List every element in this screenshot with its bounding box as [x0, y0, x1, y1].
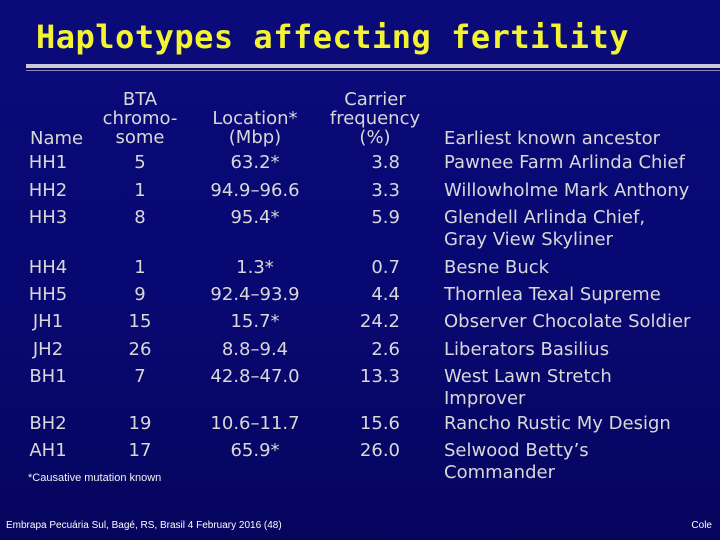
row-carrier: 26.0	[359, 440, 400, 461]
row-carrier: 3.8	[371, 152, 400, 173]
row-bta: 1	[134, 257, 146, 278]
row-bta: 1	[134, 180, 146, 201]
row-name: JH1	[32, 311, 64, 332]
row-location: 42.8–47.0	[210, 366, 300, 387]
row-location: 15.7*	[230, 311, 280, 332]
row-location: 92.4–93.9	[210, 284, 300, 305]
row-ancestor: Pawnee Farm Arlinda Chief	[444, 152, 685, 173]
row-name: HH4	[28, 257, 68, 278]
row-name: AH1	[29, 440, 67, 461]
row-ancestor: West Lawn Stretch Improver	[444, 366, 612, 409]
row-ancestor: Thornlea Texal Supreme	[444, 284, 661, 305]
row-bta: 9	[134, 284, 146, 305]
row-name: HH1	[28, 152, 68, 173]
row-bta: 26	[128, 339, 152, 360]
row-carrier: 24.2	[359, 311, 400, 332]
header-location: Location* (Mbp)	[212, 108, 298, 148]
row-bta: 8	[134, 207, 146, 228]
row-name: HH3	[28, 207, 68, 228]
footer-author: Cole	[691, 520, 712, 531]
title-divider-thin	[26, 70, 720, 71]
row-name: HH2	[28, 180, 68, 201]
row-location: 95.4*	[230, 207, 280, 228]
row-ancestor: Liberators Basilius	[444, 339, 610, 360]
row-name: JH2	[32, 339, 64, 360]
causative-mutation-footnote: *Causative mutation known	[28, 472, 162, 484]
row-name: BH1	[29, 366, 67, 387]
row-location: 94.9–96.6	[210, 180, 300, 201]
row-carrier: 2.6	[371, 339, 400, 360]
row-carrier: 13.3	[359, 366, 400, 387]
row-carrier: 0.7	[371, 257, 400, 278]
row-ancestor: Besne Buck	[444, 257, 550, 278]
row-bta: 19	[128, 413, 152, 434]
row-location: 8.8–9.4	[221, 339, 289, 360]
slide-title: Haplotypes affecting fertility	[36, 18, 629, 56]
row-location: 10.6–11.7	[210, 413, 300, 434]
row-ancestor: Selwood Betty’s Commander	[444, 440, 589, 483]
row-location: 65.9*	[230, 440, 280, 461]
row-bta: 17	[128, 440, 152, 461]
row-carrier: 15.6	[359, 413, 400, 434]
row-bta: 5	[134, 152, 146, 173]
row-location: 63.2*	[230, 152, 280, 173]
row-name: BH2	[29, 413, 67, 434]
title-divider	[26, 64, 720, 68]
row-ancestor: Observer Chocolate Soldier	[444, 311, 691, 332]
row-bta: 7	[134, 366, 146, 387]
row-name: HH5	[28, 284, 68, 305]
header-bta-chromosome: BTA chromo- some	[102, 89, 178, 148]
header-earliest-ancestor: Earliest known ancestor	[444, 128, 660, 149]
header-name: Name	[30, 128, 84, 149]
row-ancestor: Glendell Arlinda Chief, Gray View Skylin…	[444, 207, 646, 250]
row-carrier: 3.3	[371, 180, 400, 201]
row-carrier: 5.9	[371, 207, 400, 228]
footer-citation: Embrapa Pecuária Sul, Bagé, RS, Brasil 4…	[6, 520, 282, 531]
row-bta: 15	[128, 311, 152, 332]
row-carrier: 4.4	[371, 284, 400, 305]
row-ancestor: Rancho Rustic My Design	[444, 413, 671, 434]
header-carrier-frequency: Carrier frequency (%)	[329, 89, 421, 148]
row-ancestor: Willowholme Mark Anthony	[444, 180, 690, 201]
row-location: 1.3*	[236, 257, 274, 278]
